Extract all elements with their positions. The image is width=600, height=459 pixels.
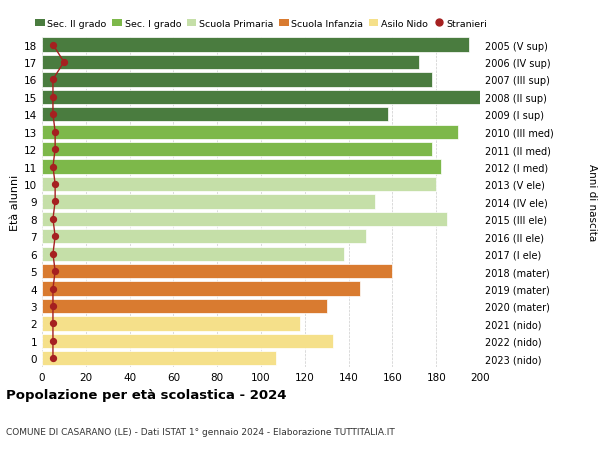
Point — [48, 94, 58, 101]
Point — [50, 198, 60, 206]
Bar — [42, 352, 277, 366]
Text: Popolazione per età scolastica - 2024: Popolazione per età scolastica - 2024 — [6, 388, 287, 401]
Bar — [42, 108, 388, 122]
Point — [48, 320, 58, 327]
Point — [59, 59, 69, 67]
Point — [48, 42, 58, 49]
Bar — [42, 247, 344, 261]
Point — [48, 112, 58, 119]
Point — [50, 146, 60, 153]
Legend: Sec. II grado, Sec. I grado, Scuola Primaria, Scuola Infanzia, Asilo Nido, Stran: Sec. II grado, Sec. I grado, Scuola Prim… — [35, 20, 487, 29]
Bar — [42, 230, 366, 244]
Point — [50, 129, 60, 136]
Bar — [42, 282, 359, 296]
Point — [48, 77, 58, 84]
Text: COMUNE DI CASARANO (LE) - Dati ISTAT 1° gennaio 2024 - Elaborazione TUTTITALIA.I: COMUNE DI CASARANO (LE) - Dati ISTAT 1° … — [6, 427, 395, 436]
Point — [48, 285, 58, 292]
Point — [50, 181, 60, 188]
Bar — [42, 38, 469, 52]
Bar — [42, 90, 480, 105]
Bar — [42, 160, 440, 174]
Point — [48, 355, 58, 362]
Point — [48, 251, 58, 258]
Point — [50, 233, 60, 241]
Point — [48, 302, 58, 310]
Bar — [42, 334, 333, 348]
Bar — [42, 212, 447, 226]
Bar — [42, 56, 419, 70]
Bar — [42, 317, 301, 331]
Bar — [42, 264, 392, 279]
Point — [48, 216, 58, 223]
Point — [48, 337, 58, 345]
Y-axis label: Età alunni: Età alunni — [10, 174, 20, 230]
Bar — [42, 178, 436, 192]
Bar — [42, 143, 432, 157]
Point — [50, 268, 60, 275]
Text: Anni di nascita: Anni di nascita — [587, 163, 597, 241]
Bar — [42, 73, 432, 87]
Bar — [42, 299, 327, 313]
Point — [48, 163, 58, 171]
Bar — [42, 125, 458, 140]
Bar — [42, 195, 375, 209]
